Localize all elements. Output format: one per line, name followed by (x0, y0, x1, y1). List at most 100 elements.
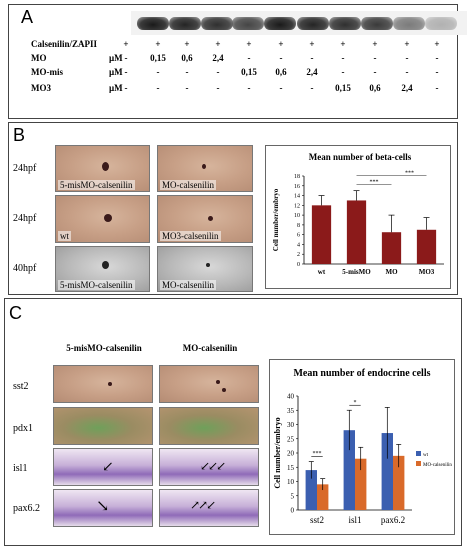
table-cell: - (156, 67, 160, 77)
y-axis-label: Cell number/embryo (273, 417, 282, 488)
table-cell: - (279, 83, 283, 93)
table-cell: + (215, 39, 221, 49)
image-caption: MO-calsenilin (160, 280, 216, 290)
row-label: MO3 (31, 83, 51, 93)
table-cell: + (434, 39, 440, 49)
table-cell: - (185, 83, 189, 93)
table-cell: - (124, 83, 128, 93)
embryo-image (159, 407, 259, 445)
gel-band (264, 17, 296, 30)
embryo-image: ↙ (53, 448, 153, 486)
legend-label: wt (423, 453, 429, 458)
table-cell: - (310, 53, 314, 63)
table-cell: 0,6 (275, 67, 287, 77)
beta-cells-chart-svg: Mean number of beta-cells Cell number/emb… (272, 152, 444, 276)
embryo-image: MO-calsenilin (157, 246, 253, 292)
beta-cell-stain (202, 164, 206, 169)
table-cell: + (246, 39, 252, 49)
significance-label: *** (405, 171, 414, 177)
image-caption: MO3-calsenilin (160, 231, 221, 241)
beta-cell-stain (206, 263, 210, 267)
embryo-image (53, 365, 153, 403)
stage-label: 40hpf (13, 263, 37, 274)
y-tick-label: 40 (287, 393, 295, 401)
significance-label: *** (370, 180, 379, 186)
x-tick-label: isl1 (348, 515, 361, 525)
x-tick-label: pax6.2 (381, 515, 405, 525)
table-cell: + (404, 39, 410, 49)
embryo-image: MO3-calsenilin (157, 195, 253, 243)
table-cell: 2,4 (212, 53, 224, 63)
table-cell: - (185, 67, 189, 77)
table-cell: - (247, 53, 251, 63)
y-tick-label: 10 (287, 478, 295, 486)
table-cell: 0,15 (150, 53, 166, 63)
arrow-icon: ↘ (96, 498, 110, 515)
unit-label: µM (109, 53, 123, 63)
beta-cell-stain (208, 216, 213, 221)
table-cell: 0,6 (181, 53, 193, 63)
endocrine-cells-chart: Mean number of endocrine cells Cell numbe… (269, 359, 455, 535)
table-cell: + (123, 39, 129, 49)
gel-band (169, 17, 201, 30)
gel-band (232, 17, 264, 30)
y-tick-label: 12 (294, 203, 300, 209)
table-cell: - (216, 67, 220, 77)
row-label: MO (31, 53, 47, 63)
y-tick-label: 0 (297, 262, 300, 268)
table-cell: - (124, 53, 128, 63)
legend-swatch (416, 451, 421, 456)
y-tick-label: 8 (297, 223, 300, 229)
x-tick-label: 5-misMO (342, 268, 371, 276)
table-cell: 2,4 (401, 83, 413, 93)
table-cell: + (155, 39, 161, 49)
y-tick-label: 10 (294, 213, 300, 219)
beta-cell-stain (102, 162, 109, 171)
embryo-image: 5-misMO-calsenilin (55, 246, 150, 292)
gene-label: isl1 (13, 463, 28, 474)
legend-swatch (416, 461, 421, 466)
significance-label: *** (313, 451, 322, 457)
panel-c: C 5-misMO-calsenilin MO-calsenilin sst2 … (4, 298, 462, 546)
column-header: 5-misMO-calsenilin (66, 343, 142, 353)
unit-label: µM (109, 67, 123, 77)
image-caption: 5-misMO-calsenilin (58, 180, 135, 190)
unit-label: µM (109, 83, 123, 93)
arrow-icon: ↙ (102, 460, 114, 475)
gel-band (361, 17, 393, 30)
panel-c-label: C (9, 303, 22, 323)
row-label: Calsenilin/ZAPII (31, 39, 98, 49)
stage-label: 24hpf (13, 163, 37, 174)
y-tick-label: 4 (297, 242, 300, 248)
stain-spot (222, 388, 226, 392)
table-cell: + (309, 39, 315, 49)
gel-band (201, 17, 233, 30)
table-cell: - (310, 83, 314, 93)
table-cell: - (216, 83, 220, 93)
image-caption: wt (58, 231, 71, 241)
x-tick-label: MO3 (419, 268, 435, 276)
y-tick-label: 2 (297, 252, 300, 258)
beta-cell-stain (102, 261, 109, 269)
bar (346, 200, 367, 264)
x-tick-label: sst2 (310, 515, 324, 525)
table-cell: + (184, 39, 190, 49)
table-cell: 0,15 (335, 83, 351, 93)
table-cell: - (435, 53, 439, 63)
bar (355, 458, 367, 510)
significance-label: * (354, 400, 357, 406)
embryo-image: ↘ (53, 489, 153, 527)
table-cell: + (340, 39, 346, 49)
panel-a-label: A (21, 7, 34, 27)
y-tick-label: 14 (294, 194, 300, 200)
y-tick-label: 25 (287, 435, 295, 443)
table-cell: - (405, 53, 409, 63)
gel-band (329, 17, 361, 30)
table-cell: - (435, 67, 439, 77)
chart-title: Mean number of endocrine cells (293, 368, 430, 379)
table-cell: - (279, 53, 283, 63)
embryo-image (159, 365, 259, 403)
bar (317, 484, 329, 510)
x-tick-label: wt (318, 268, 326, 276)
table-cell: - (124, 67, 128, 77)
